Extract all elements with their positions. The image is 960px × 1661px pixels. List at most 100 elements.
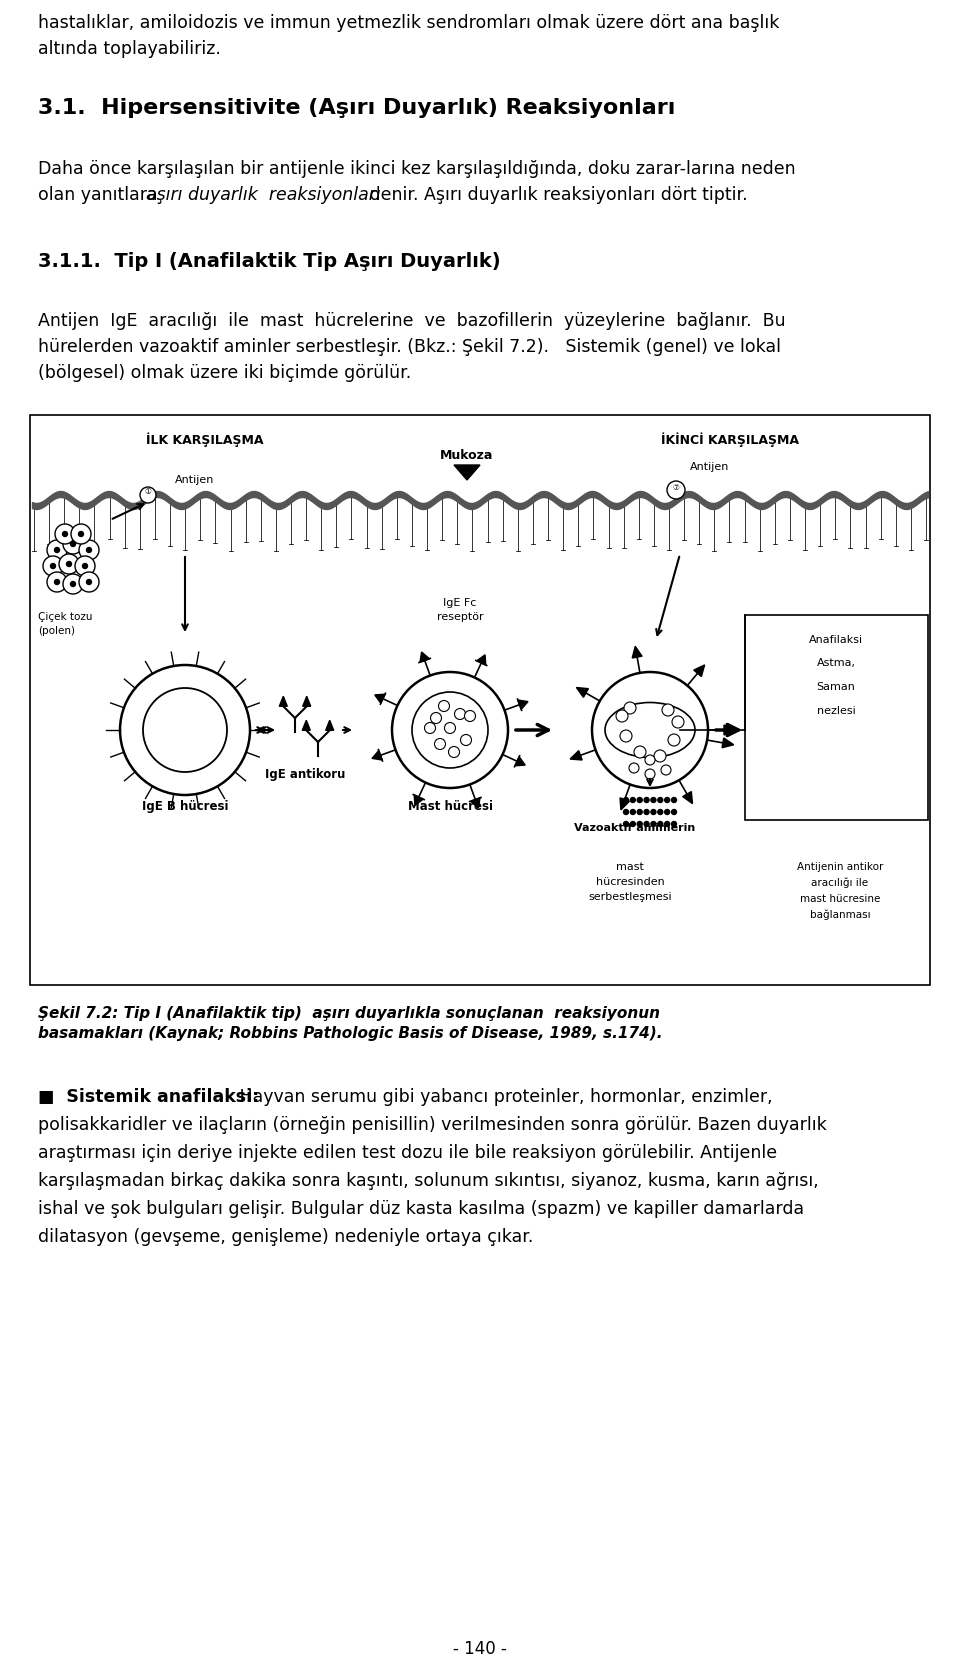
Circle shape (448, 746, 460, 757)
Text: polisakkaridler ve ilaçların (örneğin penisillin) verilmesinden sonra görülür. B: polisakkaridler ve ilaçların (örneğin pe… (38, 1116, 827, 1134)
Circle shape (70, 541, 76, 546)
Circle shape (631, 809, 636, 814)
Polygon shape (414, 796, 423, 806)
Circle shape (651, 809, 656, 814)
Polygon shape (517, 699, 528, 709)
Text: Mukoza: Mukoza (441, 448, 493, 462)
Circle shape (439, 701, 449, 711)
Text: karşılaşmadan birkaç dakika sonra kaşıntı, solunum sıkıntısı, siyanoz, kusma, ka: karşılaşmadan birkaç dakika sonra kaşınt… (38, 1173, 819, 1189)
Text: serbestleşmesi: serbestleşmesi (588, 892, 672, 902)
Text: Antijen  IgE  aracılığı  ile  mast  hücrelerine  ve  bazofillerin  yüzeylerine  : Antijen IgE aracılığı ile mast hücreleri… (38, 312, 785, 331)
Circle shape (454, 709, 466, 719)
Polygon shape (325, 721, 334, 731)
Circle shape (637, 822, 642, 827)
Circle shape (671, 822, 677, 827)
Circle shape (47, 540, 67, 560)
Circle shape (654, 751, 666, 762)
Circle shape (140, 487, 156, 503)
Circle shape (645, 756, 655, 766)
Circle shape (47, 571, 67, 591)
Circle shape (623, 797, 629, 802)
Polygon shape (724, 724, 735, 736)
Circle shape (671, 809, 677, 814)
Text: Saman: Saman (817, 683, 855, 693)
Text: nezlesi: nezlesi (817, 706, 855, 716)
Text: denir. Aşırı duyarlık reaksiyonları dört tiptir.: denir. Aşırı duyarlık reaksiyonları dört… (364, 186, 748, 204)
Circle shape (62, 532, 67, 537)
Circle shape (620, 729, 632, 742)
Polygon shape (694, 664, 705, 676)
Circle shape (55, 548, 60, 553)
Circle shape (668, 734, 680, 746)
Text: dilatasyon (gevşeme, genişleme) nedeniyle ortaya çıkar.: dilatasyon (gevşeme, genişleme) nedeniyl… (38, 1227, 534, 1246)
Text: Şekil 7.2: Tip I (Anafilaktik tip)  aşırı duyarlıkla sonuçlanan  reaksiyonun: Şekil 7.2: Tip I (Anafilaktik tip) aşırı… (38, 1007, 660, 1022)
Bar (30, 415, 930, 985)
Text: altında toplayabiliriz.: altında toplayabiliriz. (38, 40, 221, 58)
Circle shape (637, 797, 642, 802)
Circle shape (623, 809, 629, 814)
Circle shape (664, 822, 670, 827)
Circle shape (465, 711, 475, 721)
Circle shape (672, 716, 684, 728)
Polygon shape (683, 792, 692, 804)
Polygon shape (477, 654, 486, 664)
Circle shape (461, 734, 471, 746)
Circle shape (424, 723, 436, 734)
Circle shape (59, 555, 79, 575)
Polygon shape (633, 646, 642, 658)
Polygon shape (454, 465, 480, 480)
Circle shape (55, 580, 60, 585)
Polygon shape (302, 721, 310, 731)
Ellipse shape (605, 703, 695, 757)
Circle shape (392, 673, 508, 787)
Circle shape (664, 809, 670, 814)
Polygon shape (374, 694, 385, 703)
Circle shape (671, 797, 677, 802)
Polygon shape (302, 696, 311, 706)
Text: İLK KARŞILAŞMA: İLK KARŞILAŞMA (146, 432, 264, 447)
Circle shape (661, 766, 671, 776)
Circle shape (637, 809, 642, 814)
Text: ■  Sistemik anafilaksi:: ■ Sistemik anafilaksi: (38, 1088, 259, 1106)
Text: İKİNCİ KARŞILAŞMA: İKİNCİ KARŞILAŞMA (661, 432, 799, 447)
Circle shape (658, 822, 662, 827)
Text: Antijen: Antijen (176, 475, 215, 485)
Circle shape (43, 556, 63, 576)
Circle shape (55, 523, 75, 545)
Polygon shape (279, 696, 287, 706)
Text: olan yanıtlara: olan yanıtlara (38, 186, 163, 204)
Circle shape (623, 822, 629, 827)
Text: mast: mast (616, 862, 644, 872)
Circle shape (430, 713, 442, 724)
Text: aracılığı ile: aracılığı ile (811, 879, 869, 889)
Circle shape (664, 797, 670, 802)
Text: Çiçek tozu: Çiçek tozu (38, 611, 92, 621)
Text: IgE B hücresi: IgE B hücresi (142, 801, 228, 812)
Circle shape (66, 561, 71, 566)
Polygon shape (515, 757, 525, 766)
Text: IgE Fc: IgE Fc (444, 598, 477, 608)
Circle shape (631, 822, 636, 827)
Text: hücresinden: hücresinden (595, 877, 664, 887)
Circle shape (667, 482, 685, 498)
Polygon shape (372, 751, 382, 761)
Polygon shape (576, 688, 588, 698)
Circle shape (63, 575, 83, 595)
Circle shape (79, 532, 84, 537)
Circle shape (435, 739, 445, 749)
Circle shape (658, 809, 662, 814)
Text: 3.1.  Hipersensitivite (Aşırı Duyarlık) Reaksiyonları: 3.1. Hipersensitivite (Aşırı Duyarlık) R… (38, 98, 676, 118)
Text: aşırı duyarlık  reaksiyonları: aşırı duyarlık reaksiyonları (146, 186, 381, 204)
Circle shape (624, 703, 636, 714)
Text: Antijenin antikor: Antijenin antikor (797, 862, 883, 872)
Circle shape (658, 797, 662, 802)
Circle shape (79, 540, 99, 560)
Circle shape (592, 673, 708, 787)
Text: (polen): (polen) (38, 626, 75, 636)
Text: basamakları (Kaynak; Robbins Pathologic Basis of Disease, 1989, s.174).: basamakları (Kaynak; Robbins Pathologic … (38, 1026, 662, 1041)
Circle shape (644, 809, 649, 814)
Polygon shape (722, 737, 733, 747)
Circle shape (51, 563, 56, 568)
Circle shape (79, 571, 99, 591)
Circle shape (86, 580, 91, 585)
